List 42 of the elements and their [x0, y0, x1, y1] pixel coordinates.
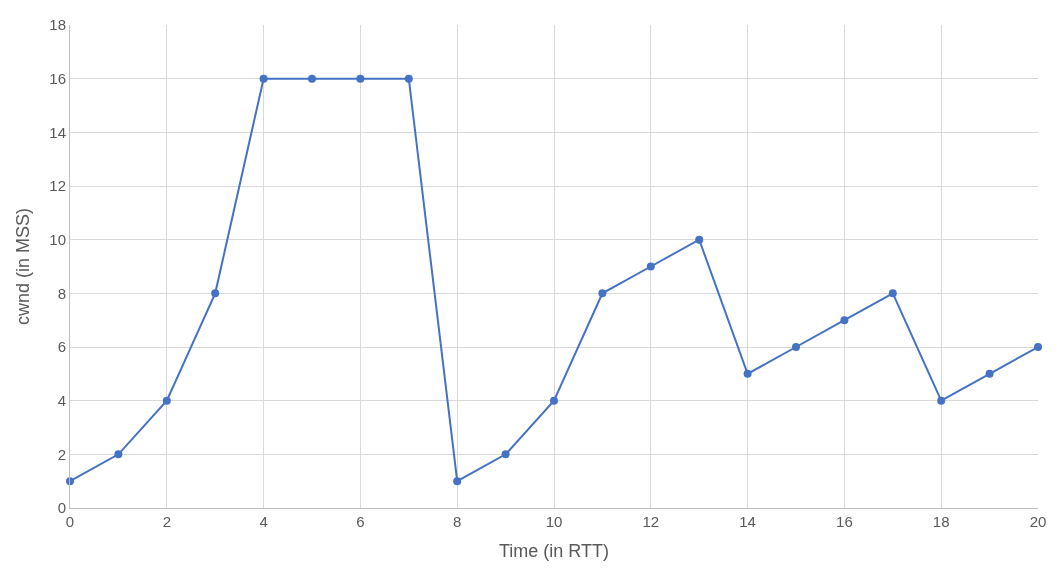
y-tick-label: 14: [49, 123, 66, 141]
x-tick-label: 8: [453, 513, 462, 530]
point: [646, 262, 655, 271]
point: [888, 289, 897, 298]
x-tick-label: 16: [836, 513, 853, 530]
point: [695, 235, 704, 244]
x-tick-label: 10: [545, 513, 563, 530]
point: [550, 396, 558, 405]
x-tick-label: 6: [356, 513, 365, 530]
point: [985, 369, 994, 378]
y-tick-label: 10: [49, 230, 66, 248]
y-tick-label: 0: [57, 499, 66, 517]
y-tick-label: 4: [57, 391, 66, 409]
point: [356, 74, 365, 83]
point: [937, 396, 946, 405]
x-axis-title: Time (in RTT): [499, 541, 609, 562]
point: [211, 289, 220, 298]
x-tick-label: 20: [1029, 513, 1047, 530]
y-tick-label: 18: [49, 16, 66, 34]
point: [501, 450, 510, 459]
point: [453, 477, 462, 486]
x-tick-label: 2: [162, 513, 171, 530]
point: [840, 316, 849, 325]
point: [598, 289, 607, 298]
point: [259, 74, 268, 83]
y-axis-title: cwnd (in MSS): [12, 207, 33, 326]
point: [404, 74, 413, 83]
x-tick-label: 12: [642, 513, 660, 530]
point: [162, 396, 171, 405]
x-tick-label: 18: [932, 513, 950, 530]
x-tick-label: 14: [739, 513, 756, 530]
point: [743, 369, 752, 378]
y-tick-label: 16: [49, 69, 66, 87]
y-tick-label: 12: [49, 177, 66, 195]
point: [114, 450, 123, 459]
y-tick-label: 2: [57, 445, 66, 463]
x-tick-label: 4: [259, 513, 268, 530]
point: [308, 74, 316, 83]
point: [792, 343, 800, 351]
point: [1034, 343, 1042, 351]
y-tick-label: 6: [57, 338, 66, 356]
y-tick-label: 8: [57, 284, 66, 302]
